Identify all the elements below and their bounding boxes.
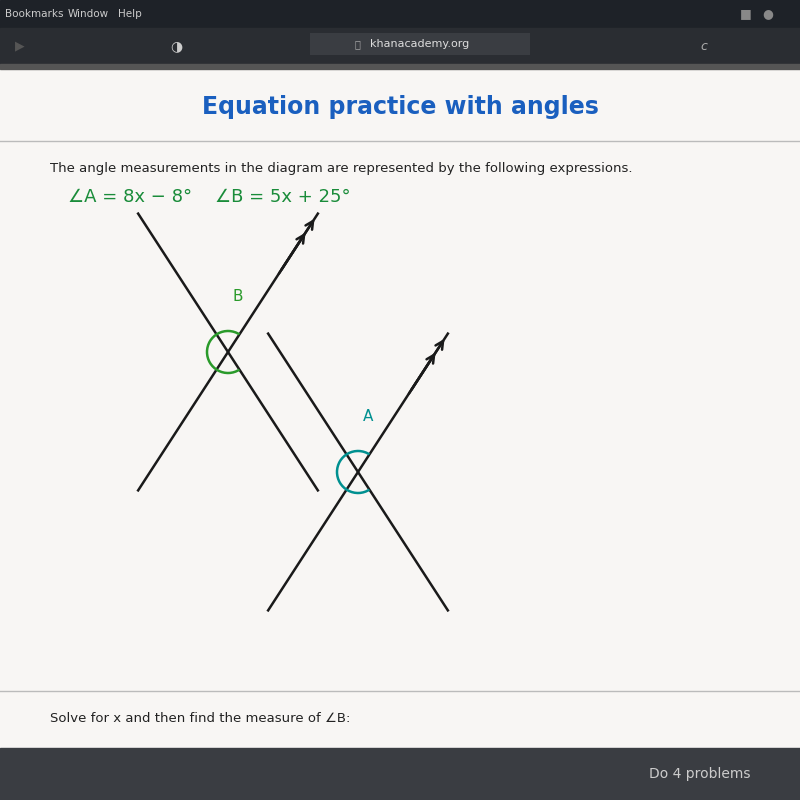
Bar	[0, 64, 800, 69]
Text: A: A	[363, 409, 374, 424]
Bar	[0, 69, 800, 141]
Text: khanacademy.org: khanacademy.org	[370, 39, 470, 49]
Text: Solve for x and then find the measure of ∠B:: Solve for x and then find the measure of…	[50, 711, 350, 725]
Bar	[0, 0, 800, 28]
Text: B: B	[233, 289, 243, 304]
Text: ∠B = 5x + 25°: ∠B = 5x + 25°	[215, 188, 350, 206]
Bar	[0, 748, 800, 800]
Text: ◑: ◑	[170, 39, 182, 53]
Bar	[0, 141, 800, 691]
Text: ▶: ▶	[15, 39, 25, 53]
Text: 🔒: 🔒	[355, 39, 361, 49]
Bar	[310, 33, 530, 55]
Text: Bookmarks: Bookmarks	[5, 9, 63, 19]
Text: ■: ■	[740, 7, 752, 21]
Text: c: c	[700, 39, 707, 53]
Text: ●: ●	[762, 7, 773, 21]
Text: Do 4 problems: Do 4 problems	[650, 767, 750, 781]
Text: The angle measurements in the diagram are represented by the following expressio: The angle measurements in the diagram ar…	[50, 162, 633, 175]
Text: ∠A = 8x − 8°: ∠A = 8x − 8°	[68, 188, 192, 206]
Text: Window: Window	[68, 9, 109, 19]
Bar	[0, 28, 800, 64]
Bar	[0, 691, 800, 748]
Text: Equation practice with angles: Equation practice with angles	[202, 95, 598, 119]
Text: Help: Help	[118, 9, 142, 19]
